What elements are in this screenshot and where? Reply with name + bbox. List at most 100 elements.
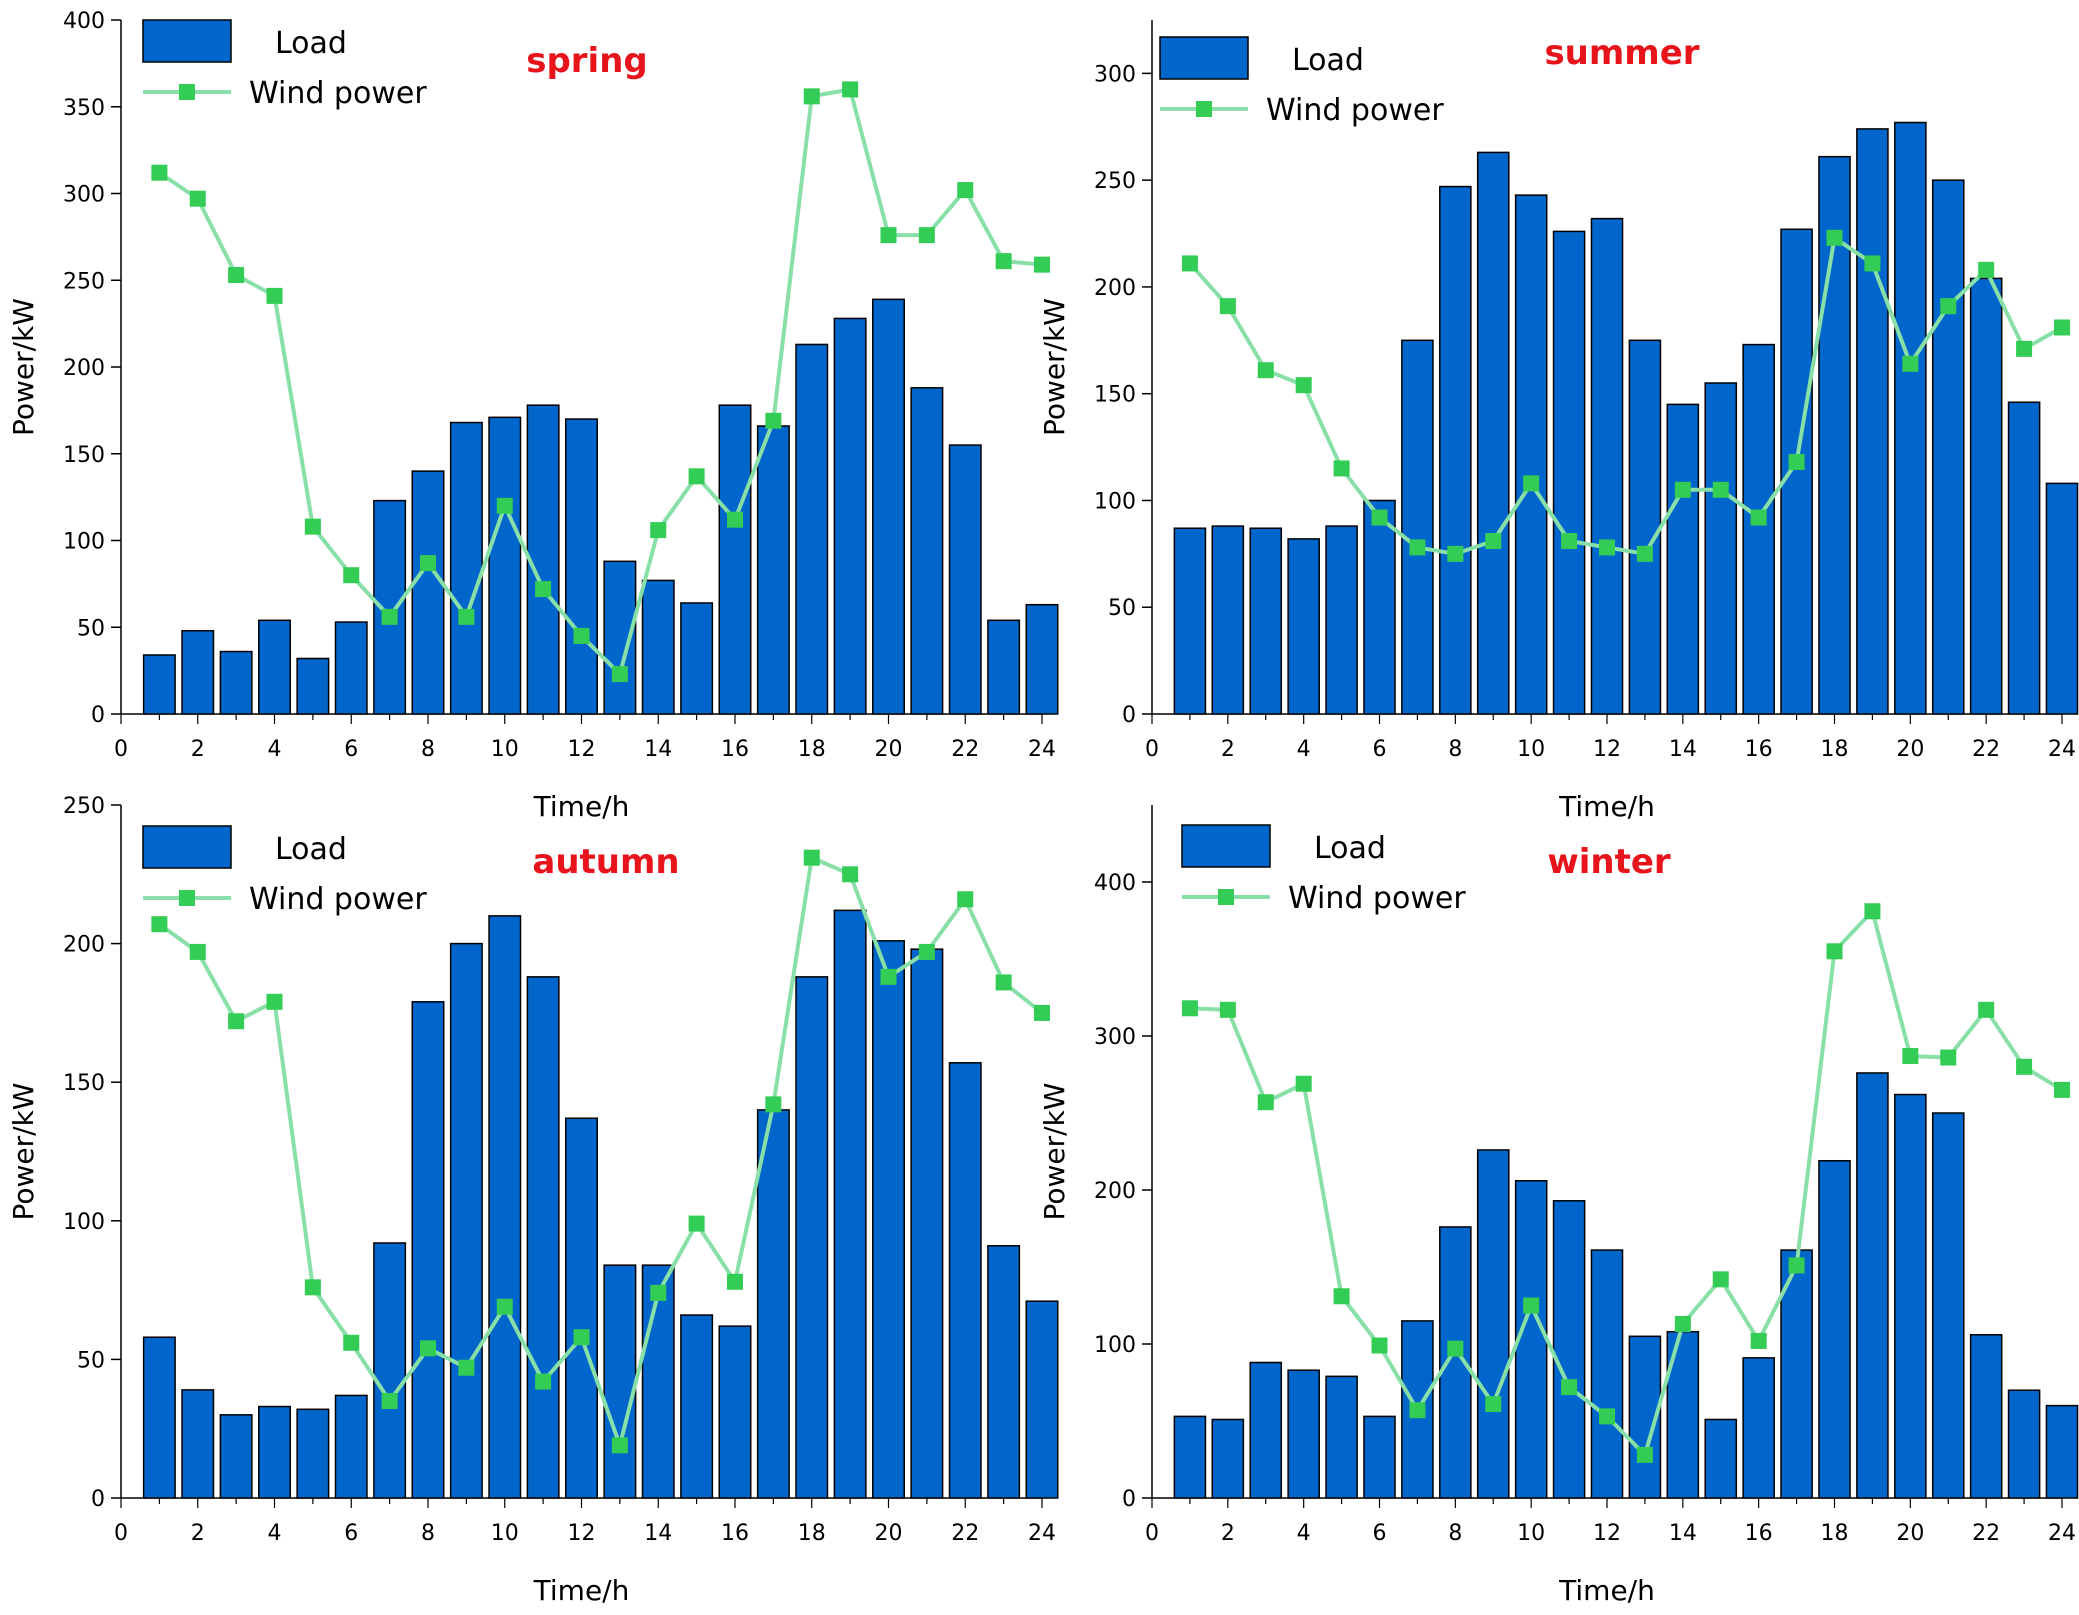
load-bar (1969, 1334, 2003, 1499)
load-bar (449, 421, 483, 715)
load-bar (296, 657, 330, 715)
x-tick-label: 0 (1145, 1521, 1159, 1546)
load-bar (1249, 1361, 1283, 1499)
x-tick-label: 24 (2048, 1521, 2076, 1546)
wind-power-point (343, 567, 360, 584)
wind-power-point (1788, 454, 1805, 471)
wind-power-point (573, 627, 590, 644)
x-tick-label: 22 (1972, 737, 2000, 762)
legend-wind-label: Wind power (249, 882, 427, 917)
x-tick-label: 16 (1745, 737, 1773, 762)
x-tick-label: 14 (644, 1521, 672, 1546)
season-title: autumn (532, 842, 679, 882)
legend-wind-marker (1218, 889, 1234, 905)
wind-power-point (458, 608, 475, 625)
load-bar (603, 1264, 637, 1499)
wind-power-point (2016, 340, 2033, 357)
y-tick-label: 200 (1094, 1179, 1136, 1204)
x-tick-label: 20 (1896, 1521, 1924, 1546)
x-tick-label: 6 (344, 737, 358, 762)
wind-power-point (1636, 1446, 1653, 1463)
wind-power-point (1409, 1402, 1426, 1419)
wind-power-point (573, 1329, 590, 1346)
y-tick-label: 300 (1094, 1025, 1136, 1050)
wind-power-point (1864, 255, 1881, 272)
load-bar (948, 444, 982, 715)
load-bar (948, 1062, 982, 1499)
wind-power-point (1447, 545, 1464, 562)
wind-power-point (880, 227, 897, 244)
x-tick-label: 12 (568, 1521, 596, 1546)
wind-power-point (1978, 261, 1995, 278)
wind-power-point (1295, 1075, 1312, 1092)
x-axis-title: Time/h (533, 790, 630, 823)
load-bar (910, 948, 944, 1499)
load-bar (181, 629, 215, 715)
x-tick-label: 24 (2048, 737, 2076, 762)
wind-power-point (1447, 1340, 1464, 1357)
wind-power-point (1181, 255, 1198, 272)
x-tick-label: 2 (1221, 1521, 1235, 1546)
load-bar (296, 1408, 330, 1499)
load-bar (258, 619, 291, 715)
wind-power-point (1750, 509, 1767, 526)
wind-power-point (1599, 1408, 1615, 1425)
wind-power-point (1485, 533, 1502, 550)
y-tick-label: 200 (63, 933, 105, 958)
load-bar (1856, 128, 1889, 715)
wind-power-point (189, 190, 206, 207)
load-bar (219, 650, 253, 715)
wind-power-point (266, 993, 283, 1010)
wind-power-point (151, 164, 168, 181)
x-axis-title: Time/h (533, 1574, 630, 1607)
wind-power-point (611, 666, 628, 683)
wind-power-point (650, 522, 667, 539)
load-bar (334, 621, 368, 715)
load-bar (1856, 1072, 1889, 1499)
y-tick-label: 50 (1108, 596, 1136, 621)
y-tick-label: 250 (63, 794, 105, 819)
wind-power-point (995, 974, 1012, 991)
load-bar (987, 619, 1021, 715)
load-bar (181, 1389, 215, 1499)
legend-load-swatch (1181, 824, 1271, 868)
x-tick-label: 20 (875, 737, 903, 762)
wind-power-point (1750, 1332, 1767, 1349)
wind-power-point (1333, 1288, 1350, 1305)
x-tick-label: 20 (1896, 737, 1924, 762)
wind-power-point (2054, 1081, 2070, 1098)
x-tick-label: 18 (798, 1521, 826, 1546)
y-tick-label: 0 (91, 1487, 105, 1512)
load-bar (2045, 1404, 2079, 1499)
x-tick-label: 16 (1745, 1521, 1773, 1546)
load-bar (1590, 1249, 1624, 1499)
load-bar (219, 1414, 253, 1499)
wind-power-point (995, 253, 1012, 270)
wind-power-point (1257, 362, 1274, 379)
wind-power-point (189, 943, 206, 960)
wind-power-point (918, 227, 935, 244)
wind-power-point (880, 968, 897, 985)
load-bar (641, 1264, 675, 1499)
y-tick-label: 400 (63, 9, 105, 34)
y-tick-label: 350 (63, 96, 105, 121)
wind-power-point (803, 849, 820, 866)
wind-power-point (765, 1096, 782, 1113)
wind-power-point (420, 1340, 436, 1357)
load-bar (411, 470, 445, 715)
load-bar (1173, 527, 1207, 715)
load-bar (1552, 230, 1586, 715)
load-bar (373, 1242, 407, 1499)
y-tick-label: 250 (63, 269, 105, 294)
wind-power-point (2016, 1058, 2033, 1075)
load-bar (1173, 1415, 1207, 1499)
load-bar (1287, 1369, 1320, 1499)
legend-load-label: Load (275, 26, 347, 61)
wind-power-point (957, 182, 974, 199)
y-tick-label: 50 (77, 616, 105, 641)
load-bar (1514, 194, 1548, 715)
wind-power-point (957, 891, 974, 908)
load-bar (565, 418, 598, 715)
